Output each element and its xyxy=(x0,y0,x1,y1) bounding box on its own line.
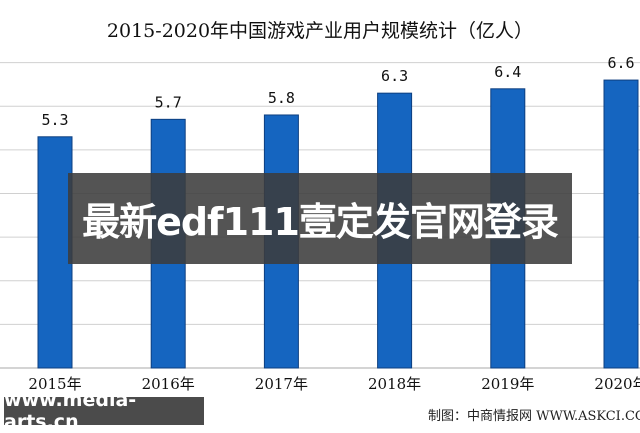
bar-2015年 xyxy=(37,136,73,369)
data-label: 6.4 xyxy=(494,63,521,81)
data-label: 5.7 xyxy=(155,93,182,111)
x-tick-label: 2015年 xyxy=(28,375,81,393)
data-label: 5.8 xyxy=(268,89,295,107)
site-watermark: www.media-arts.cn xyxy=(4,389,204,433)
data-label: 6.3 xyxy=(381,67,408,85)
bar-2020年 xyxy=(603,79,639,369)
data-label: 5.3 xyxy=(41,111,68,129)
data-label: 6.6 xyxy=(607,54,634,72)
x-tick-label: 2020年 xyxy=(594,375,640,393)
banner-text: 最新edf111壹定发官网登录 xyxy=(82,200,559,244)
x-tick-label: 2016年 xyxy=(142,375,195,393)
source-note: 制图：中商情报网 WWW.ASKCI.COM xyxy=(428,409,640,424)
overlay-banner: 最新edf111壹定发官网登录 xyxy=(68,173,572,264)
chart-title: 2015-2020年中国游戏产业用户规模统计（亿人） xyxy=(107,20,533,42)
x-tick-label: 2018年 xyxy=(368,375,421,393)
x-tick-label: 2019年 xyxy=(481,375,534,393)
x-tick-label: 2017年 xyxy=(255,375,308,393)
